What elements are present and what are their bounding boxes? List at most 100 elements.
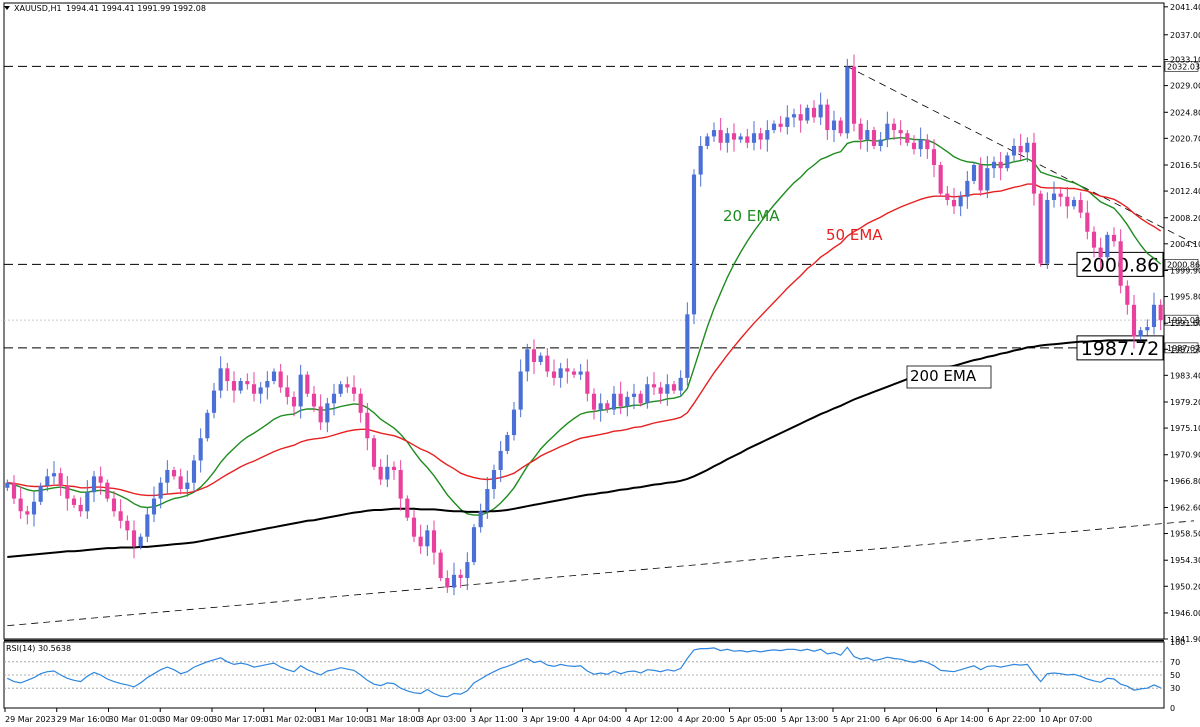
candle[interactable] [78,497,83,517]
candle[interactable] [298,364,303,419]
candle[interactable] [645,376,650,409]
candle[interactable] [411,510,417,543]
candle[interactable] [231,371,237,403]
candle[interactable] [1111,227,1117,247]
candle[interactable] [1065,186,1070,219]
candle[interactable] [165,460,170,495]
candle[interactable] [85,480,90,519]
candle[interactable] [785,105,790,135]
candle[interactable] [151,486,157,523]
candle[interactable] [811,100,817,123]
candle[interactable] [131,520,137,559]
candle[interactable] [898,120,903,146]
candle[interactable] [391,461,397,480]
candle[interactable] [1031,132,1037,206]
candle[interactable] [478,503,483,533]
candle[interactable] [938,161,943,197]
candle[interactable] [65,476,70,511]
candle[interactable] [445,570,450,593]
candle[interactable] [1145,319,1150,336]
candle[interactable] [1118,229,1123,294]
candle[interactable] [311,386,317,412]
candle[interactable] [965,171,970,209]
candle[interactable] [465,552,470,591]
candle[interactable] [211,382,217,419]
candle[interactable] [265,371,270,400]
candle[interactable] [1125,280,1130,315]
candle[interactable] [38,482,43,505]
candle[interactable] [138,533,143,550]
candle[interactable] [638,390,643,407]
candle[interactable] [951,187,957,214]
candle[interactable] [558,362,563,388]
candle[interactable] [358,388,363,423]
candle[interactable] [258,381,263,404]
candle[interactable] [1098,237,1103,270]
candle[interactable] [818,92,823,125]
candle[interactable] [125,515,130,541]
candle[interactable] [351,375,357,402]
candle[interactable] [865,120,870,152]
candle[interactable] [1051,181,1057,208]
candle[interactable] [285,375,290,405]
ema-line-20-ema[interactable] [7,136,1162,516]
candle[interactable] [191,455,197,493]
candle[interactable] [98,466,103,495]
candle[interactable] [571,368,577,378]
candle[interactable] [891,118,897,140]
candle[interactable] [985,156,990,199]
candle[interactable] [658,381,663,404]
candle[interactable] [458,569,463,588]
candle[interactable] [705,133,710,150]
candle[interactable] [438,549,443,582]
candle[interactable] [851,54,857,132]
candle[interactable] [1131,294,1137,349]
candle[interactable] [218,356,223,399]
candle[interactable] [518,359,523,418]
candle[interactable] [991,156,997,179]
candle[interactable] [1045,192,1050,269]
candle[interactable] [498,441,503,483]
candle[interactable] [178,468,183,495]
candle[interactable] [505,431,510,455]
candle[interactable] [1085,200,1090,240]
candle[interactable] [598,393,603,422]
candle[interactable] [291,391,297,417]
rsi-panel[interactable]: 100 70 50 30 0 RSI(14) 30.5638 [3,638,1185,713]
candle[interactable] [825,99,830,140]
candle[interactable] [651,372,657,396]
candle[interactable] [778,116,783,133]
candle[interactable] [158,477,163,509]
candle[interactable] [111,490,117,517]
candle[interactable] [745,128,750,149]
candle[interactable] [91,470,97,503]
candle[interactable] [551,359,557,386]
candle[interactable] [398,460,403,511]
candle[interactable] [971,161,977,185]
candle[interactable] [1078,192,1083,219]
candle[interactable] [791,108,797,128]
candle[interactable] [451,562,457,596]
candle[interactable] [71,495,77,509]
candle[interactable] [331,383,337,416]
candle[interactable] [1005,152,1010,172]
candle[interactable] [1151,292,1157,335]
candle[interactable] [5,479,10,491]
candle[interactable] [1011,138,1017,161]
candle[interactable] [685,302,690,386]
candle[interactable] [725,127,730,153]
candle[interactable] [545,348,550,377]
candle[interactable] [371,435,377,470]
candle[interactable] [205,409,210,442]
candle[interactable] [485,476,490,519]
candles[interactable] [5,54,1163,596]
candle[interactable] [758,127,763,150]
candle[interactable] [511,402,517,441]
candle[interactable] [471,523,477,566]
candle[interactable] [1071,196,1077,210]
candle[interactable] [251,372,257,402]
candle[interactable] [31,491,37,527]
trendline[interactable] [7,520,1195,627]
candle[interactable] [698,136,703,187]
candle[interactable] [911,135,917,155]
